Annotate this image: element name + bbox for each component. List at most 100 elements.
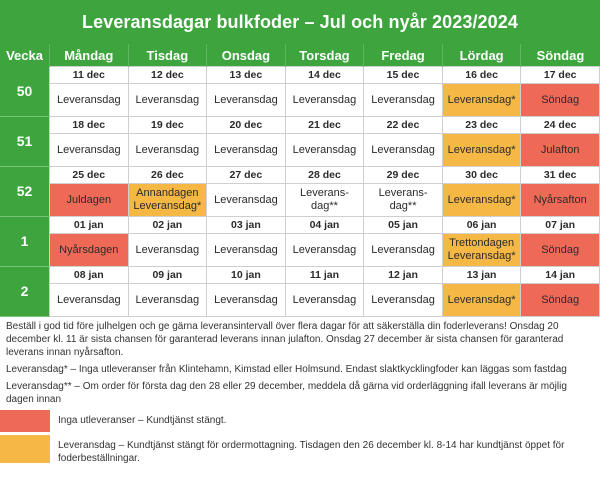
date-cell: 11 dec bbox=[49, 66, 129, 84]
date-cell: 03 jan bbox=[206, 216, 286, 234]
status-cell: Leveransdag* bbox=[441, 83, 522, 117]
date-cell: 14 dec bbox=[284, 66, 365, 84]
date-cell: 08 jan bbox=[49, 266, 129, 284]
week-number: 50 bbox=[0, 66, 50, 117]
status-cell: Julafton bbox=[520, 133, 600, 167]
date-cell: 07 jan bbox=[520, 216, 600, 234]
date-row: 50 11 dec 12 dec 13 dec 14 dec 15 dec 16 dec 17… bbox=[0, 66, 600, 117]
day-header-saturday: Lördag bbox=[441, 44, 521, 67]
date-cell: 21 dec bbox=[284, 116, 365, 134]
notes: Beställ i god tid före julhelgen och ge … bbox=[0, 317, 600, 406]
status-cell: Leveransdag bbox=[206, 283, 286, 317]
status-cell: Leveransdag bbox=[206, 83, 286, 117]
date-cell: 26 dec bbox=[127, 166, 208, 184]
status-cell: Leveransdag* bbox=[441, 183, 522, 217]
status-cell: Leveransdag bbox=[127, 233, 208, 267]
date-cell: 23 dec bbox=[441, 116, 522, 134]
day-header-monday: Måndag bbox=[49, 44, 129, 67]
date-cell: 04 jan bbox=[284, 216, 365, 234]
status-cell: Söndag bbox=[520, 283, 600, 317]
schedule-body: 50 11 dec 12 dec 13 dec 14 dec 15 dec 16 dec 17… bbox=[0, 66, 600, 317]
status-cell: Nyårsafton bbox=[520, 183, 600, 217]
date-cell: 09 jan bbox=[127, 266, 208, 284]
day-header-thursday: Torsdag bbox=[284, 44, 364, 67]
day-header-wednesday: Onsdag bbox=[206, 44, 286, 67]
date-cell: 31 dec bbox=[520, 166, 600, 184]
date-cell: 18 dec bbox=[49, 116, 129, 134]
date-cell: 14 jan bbox=[520, 266, 600, 284]
date-cell: 19 dec bbox=[127, 116, 208, 134]
date-cell: 22 dec bbox=[363, 116, 443, 134]
week-number: 2 bbox=[0, 266, 50, 317]
status-cell: Leveransdag* bbox=[441, 133, 522, 167]
date-cell: 20 dec bbox=[206, 116, 286, 134]
status-row: Leveransdag Leveransdag Leveransdag Leveran… bbox=[0, 83, 600, 117]
status-cell: Söndag bbox=[520, 83, 600, 117]
status-row: Leveransdag Leveransdag Leveransdag Leveran… bbox=[0, 133, 600, 167]
status-cell: Annandagen Leveransdag* bbox=[127, 183, 208, 217]
intro-note: Beställ i god tid före julhelgen och ge … bbox=[6, 321, 564, 358]
date-cell: 28 dec bbox=[284, 166, 365, 184]
status-cell: Leveransdag bbox=[363, 283, 443, 317]
day-header-friday: Fredag bbox=[363, 44, 443, 67]
date-cell: 02 jan bbox=[127, 216, 208, 234]
date-cell: 15 dec bbox=[363, 66, 443, 84]
legend-swatch-orange bbox=[0, 435, 50, 463]
status-cell: Leveransdag bbox=[206, 133, 286, 167]
legend-swatch-red bbox=[0, 410, 50, 432]
legend-text-red: Inga utleveranser – Kundtjänst stängt. bbox=[58, 415, 227, 426]
date-cell: 24 dec bbox=[520, 116, 600, 134]
date-cell: 01 jan bbox=[49, 216, 129, 234]
status-cell: Juldagen bbox=[49, 183, 129, 217]
status-cell: Leveransdag bbox=[127, 133, 208, 167]
status-cell: Leveransdag bbox=[127, 283, 208, 317]
status-cell: Leveransdag bbox=[49, 83, 129, 117]
date-cell: 13 jan bbox=[441, 266, 522, 284]
day-header-sunday: Söndag bbox=[520, 44, 600, 67]
date-row: 2 08 jan 09 jan 10 jan 11 jan 12 jan 13 jan 14 … bbox=[0, 266, 600, 317]
status-row: Leveransdag Leveransdag Leveransdag Leveran… bbox=[0, 283, 600, 317]
status-cell: Leveransdag bbox=[363, 133, 443, 167]
week-number: 1 bbox=[0, 216, 50, 267]
status-cell: Leveransdag bbox=[49, 133, 129, 167]
legend-text-orange: Leveransdag – Kundtjänst stängt för orde… bbox=[58, 440, 565, 464]
date-row: 52 25 dec 26 dec 27 dec 28 dec 29 dec 30 dec 31… bbox=[0, 166, 600, 217]
header-row: Vecka Måndag Tisdag Onsdag Torsdag Freda… bbox=[0, 44, 600, 67]
date-cell: 11 jan bbox=[284, 266, 365, 284]
status-cell: Leveransdag bbox=[363, 233, 443, 267]
status-cell: Trettondagen Leveransdag* bbox=[441, 233, 522, 267]
status-cell: Leveransdag bbox=[206, 233, 286, 267]
date-cell: 29 dec bbox=[363, 166, 443, 184]
status-cell: Leveransdag bbox=[127, 83, 208, 117]
week-number: 51 bbox=[0, 116, 50, 167]
status-cell: Leveransdag bbox=[363, 83, 443, 117]
schedule-table: Vecka Måndag Tisdag Onsdag Torsdag Freda… bbox=[0, 44, 600, 317]
status-cell: Leverans- dag** bbox=[284, 183, 365, 217]
status-cell: Leveransdag* bbox=[441, 283, 522, 317]
date-cell: 25 dec bbox=[49, 166, 129, 184]
legend: Inga utleveranser – Kundtjänst stängt. L… bbox=[0, 410, 600, 465]
page-title: Leveransdagar bulkfoder – Jul och nyår 2… bbox=[0, 0, 600, 44]
star-note: Leveransdag* – Inga utleveranser från Kl… bbox=[6, 364, 567, 375]
date-cell: 12 dec bbox=[127, 66, 208, 84]
date-cell: 30 dec bbox=[441, 166, 522, 184]
status-cell: Leverans- dag** bbox=[363, 183, 443, 217]
status-cell: Nyårsdagen bbox=[49, 233, 129, 267]
status-cell: Leveransdag bbox=[49, 283, 129, 317]
date-cell: 16 dec bbox=[441, 66, 522, 84]
status-cell: Leveransdag bbox=[284, 133, 365, 167]
date-cell: 17 dec bbox=[520, 66, 600, 84]
status-row: Juldagen Annandagen Leveransdag* Leveransd… bbox=[0, 183, 600, 217]
status-cell: Leveransdag bbox=[284, 83, 365, 117]
vecka-header: Vecka bbox=[0, 44, 50, 67]
status-cell: Söndag bbox=[520, 233, 600, 267]
status-cell: Leveransdag bbox=[284, 283, 365, 317]
week-number: 52 bbox=[0, 166, 50, 217]
date-row: 51 18 dec 19 dec 20 dec 21 dec 22 dec 23 dec 24… bbox=[0, 116, 600, 167]
date-row: 1 01 jan 02 jan 03 jan 04 jan 05 jan 06 jan 07 … bbox=[0, 216, 600, 267]
date-cell: 05 jan bbox=[363, 216, 443, 234]
double-star-note: Leveransdag** – Om order för första dag … bbox=[6, 381, 567, 405]
status-cell: Leveransdag bbox=[206, 183, 286, 217]
status-row: Nyårsdagen Leveransdag Leveransdag Leverans… bbox=[0, 233, 600, 267]
